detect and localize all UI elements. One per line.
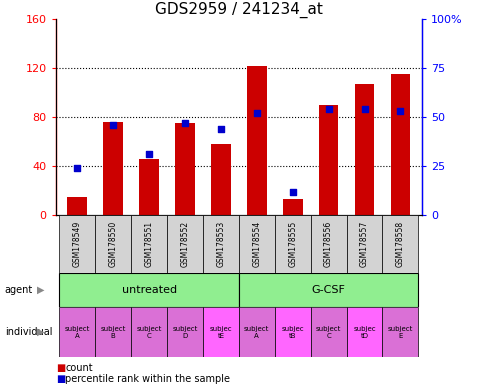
Bar [166, 215, 202, 273]
Bar [310, 215, 346, 273]
Text: subject
B: subject B [100, 326, 126, 339]
Bar [211, 144, 230, 215]
Text: GSM178556: GSM178556 [323, 221, 333, 267]
Bar [354, 84, 374, 215]
Bar [131, 215, 166, 273]
Point [109, 122, 117, 128]
Text: ▶: ▶ [37, 285, 45, 295]
Text: agent: agent [5, 285, 33, 295]
Text: GSM178550: GSM178550 [108, 221, 118, 267]
Text: subject
A: subject A [64, 326, 90, 339]
Bar [282, 199, 302, 215]
Bar [59, 215, 95, 273]
Text: GSM178552: GSM178552 [180, 221, 189, 267]
Text: GSM178558: GSM178558 [395, 221, 404, 267]
Bar [238, 273, 418, 307]
Bar [318, 105, 338, 215]
Bar [166, 307, 202, 357]
Text: ■: ■ [56, 363, 65, 373]
Bar [175, 123, 195, 215]
Text: subject
C: subject C [315, 326, 341, 339]
Text: subjec
tB: subjec tB [281, 326, 303, 339]
Text: GSM178555: GSM178555 [287, 221, 297, 267]
Text: ▶: ▶ [37, 327, 45, 337]
Bar [59, 273, 239, 307]
Bar [346, 215, 382, 273]
Bar [238, 307, 274, 357]
Bar [59, 307, 95, 357]
Bar [67, 197, 87, 215]
Point [288, 189, 296, 195]
Text: untreated: untreated [121, 285, 176, 295]
Bar [382, 307, 418, 357]
Title: GDS2959 / 241234_at: GDS2959 / 241234_at [154, 2, 322, 18]
Text: ■: ■ [56, 374, 65, 384]
Text: subjec
tD: subjec tD [352, 326, 375, 339]
Text: subject
C: subject C [136, 326, 162, 339]
Bar [202, 307, 238, 357]
Point [360, 106, 368, 113]
Text: subjec
tE: subjec tE [209, 326, 232, 339]
Text: GSM178549: GSM178549 [73, 221, 82, 267]
Point [324, 106, 332, 113]
Bar [103, 122, 123, 215]
Bar [346, 307, 382, 357]
Bar [202, 215, 238, 273]
Point [181, 120, 188, 126]
Point [253, 110, 260, 116]
Text: individual: individual [5, 327, 52, 337]
Text: subject
D: subject D [172, 326, 197, 339]
Bar [238, 215, 274, 273]
Point [216, 126, 224, 132]
Bar [131, 307, 166, 357]
Text: count: count [65, 363, 93, 373]
Bar [390, 74, 409, 215]
Text: subject
E: subject E [387, 326, 412, 339]
Bar [246, 66, 266, 215]
Text: GSM178554: GSM178554 [252, 221, 261, 267]
Bar [310, 307, 346, 357]
Text: GSM178557: GSM178557 [359, 221, 368, 267]
Text: G-CSF: G-CSF [311, 285, 345, 295]
Point [73, 165, 81, 171]
Text: GSM178551: GSM178551 [144, 221, 153, 267]
Bar [95, 215, 131, 273]
Point [145, 151, 152, 157]
Bar [274, 307, 310, 357]
Point [396, 108, 404, 114]
Bar [139, 159, 159, 215]
Bar [95, 307, 131, 357]
Text: GSM178553: GSM178553 [216, 221, 225, 267]
Text: subject
A: subject A [243, 326, 269, 339]
Text: percentile rank within the sample: percentile rank within the sample [65, 374, 230, 384]
Bar [382, 215, 418, 273]
Bar [274, 215, 310, 273]
